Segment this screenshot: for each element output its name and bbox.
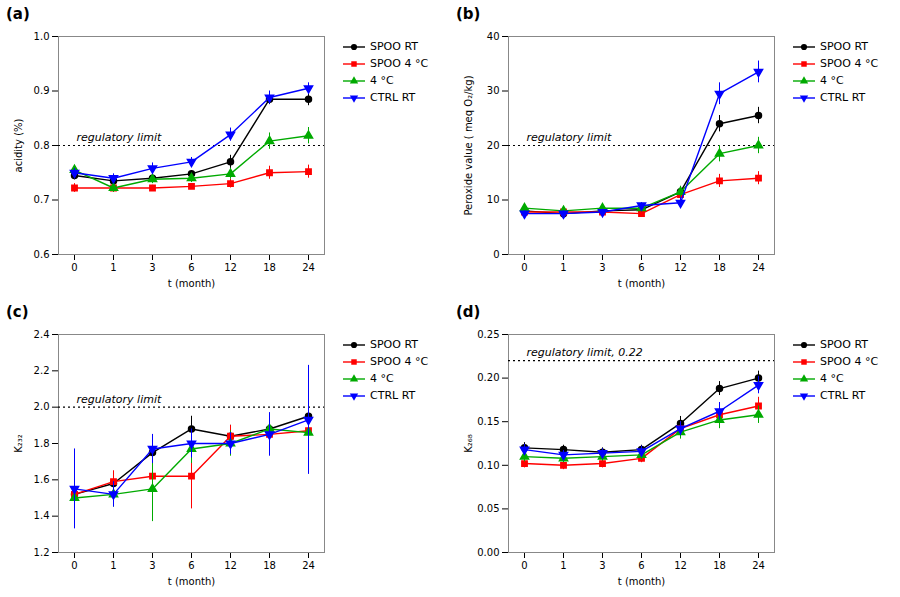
- svg-text:1: 1: [110, 560, 116, 571]
- svg-text:24: 24: [752, 262, 765, 273]
- svg-text:30: 30: [487, 85, 500, 96]
- svg-text:regulatory limit: regulatory limit: [77, 131, 162, 144]
- html-text:4 °C: 4 °C: [370, 74, 394, 87]
- svg-text:0.10: 0.10: [477, 460, 499, 471]
- html-text:(b): (b): [456, 5, 481, 23]
- html-text:CTRL RT: CTRL RT: [820, 91, 866, 104]
- html-text:4 °C: 4 °C: [820, 372, 844, 385]
- html-text:CTRL RT: CTRL RT: [370, 389, 416, 402]
- svg-text:18: 18: [263, 560, 276, 571]
- svg-text:0: 0: [521, 262, 527, 273]
- svg-text:40: 40: [487, 31, 500, 42]
- svg-text:6: 6: [638, 560, 644, 571]
- svg-text:regulatory limit: regulatory limit: [527, 131, 612, 144]
- svg-text:1.6: 1.6: [34, 474, 50, 485]
- html-text:SPOO 4 °C: SPOO 4 °C: [370, 355, 429, 368]
- svg-text:0.9: 0.9: [34, 85, 50, 96]
- svg-text:t (month): t (month): [168, 278, 215, 289]
- svg-text:0.20: 0.20: [477, 372, 499, 383]
- svg-text:0: 0: [71, 262, 77, 273]
- svg-text:0.7: 0.7: [34, 194, 50, 205]
- html-text:SPOO 4 °C: SPOO 4 °C: [370, 57, 429, 70]
- svg-text:regulatory limit: regulatory limit: [77, 393, 162, 406]
- svg-text:0: 0: [71, 560, 77, 571]
- html-text:SPOO 4 °C: SPOO 4 °C: [820, 57, 879, 70]
- svg-text:24: 24: [302, 262, 315, 273]
- html-text:SPOO 4 °C: SPOO 4 °C: [820, 355, 879, 368]
- svg-text:24: 24: [752, 560, 765, 571]
- svg-text:0.6: 0.6: [34, 249, 50, 260]
- html-text:4 °C: 4 °C: [820, 74, 844, 87]
- svg-text:3: 3: [149, 262, 155, 273]
- svg-text:12: 12: [224, 560, 237, 571]
- svg-text:2.2: 2.2: [34, 365, 50, 376]
- svg-text:1.8: 1.8: [34, 438, 50, 449]
- html-text:4 °C: 4 °C: [370, 372, 394, 385]
- html-text:(a): (a): [6, 5, 30, 23]
- svg-text:18: 18: [713, 262, 726, 273]
- html-text:(c): (c): [6, 303, 29, 321]
- html-text:CTRL RT: CTRL RT: [820, 389, 866, 402]
- html-text:SPOO RT: SPOO RT: [820, 40, 868, 53]
- svg-text:0: 0: [521, 560, 527, 571]
- svg-text:K₂₃₂: K₂₃₂: [13, 434, 24, 453]
- svg-text:12: 12: [674, 262, 687, 273]
- svg-text:0.00: 0.00: [477, 547, 499, 558]
- svg-text:1: 1: [110, 262, 116, 273]
- svg-text:0.8: 0.8: [34, 140, 50, 151]
- html-text:CTRL RT: CTRL RT: [370, 91, 416, 104]
- svg-text:3: 3: [599, 560, 605, 571]
- svg-text:6: 6: [188, 560, 194, 571]
- svg-text:t (month): t (month): [618, 278, 665, 289]
- svg-text:2.0: 2.0: [34, 401, 50, 412]
- svg-text:0.15: 0.15: [477, 416, 499, 427]
- svg-text:10: 10: [487, 194, 500, 205]
- svg-text:3: 3: [149, 560, 155, 571]
- svg-text:24: 24: [302, 560, 315, 571]
- svg-text:12: 12: [674, 560, 687, 571]
- svg-text:6: 6: [638, 262, 644, 273]
- svg-text:1.4: 1.4: [34, 510, 50, 521]
- svg-text:18: 18: [713, 560, 726, 571]
- svg-text:1: 1: [560, 560, 566, 571]
- html-text:SPOO RT: SPOO RT: [370, 40, 418, 53]
- svg-text:12: 12: [224, 262, 237, 273]
- svg-text:regulatory limit, 0.22: regulatory limit, 0.22: [527, 346, 643, 359]
- svg-text:0.25: 0.25: [477, 329, 499, 340]
- svg-text:20: 20: [487, 140, 500, 151]
- svg-text:1.0: 1.0: [34, 31, 50, 42]
- html-text:SPOO RT: SPOO RT: [370, 338, 418, 351]
- svg-text:1: 1: [560, 262, 566, 273]
- svg-text:18: 18: [263, 262, 276, 273]
- html-text:(d): (d): [456, 303, 481, 321]
- svg-text:1.2: 1.2: [34, 547, 50, 558]
- svg-text:K₂₆₈: K₂₆₈: [463, 434, 474, 453]
- svg-text:6: 6: [188, 262, 194, 273]
- svg-text:3: 3: [599, 262, 605, 273]
- svg-text:t (month): t (month): [618, 576, 665, 587]
- svg-text:0.05: 0.05: [477, 503, 499, 514]
- svg-text:0: 0: [493, 249, 499, 260]
- svg-text:2.4: 2.4: [34, 329, 50, 340]
- svg-text:t (month): t (month): [168, 576, 215, 587]
- svg-text:acidity (%): acidity (%): [13, 118, 24, 172]
- svg-text:Peroxide value ( meq O₂/kg): Peroxide value ( meq O₂/kg): [463, 75, 474, 215]
- html-text:SPOO RT: SPOO RT: [820, 338, 868, 351]
